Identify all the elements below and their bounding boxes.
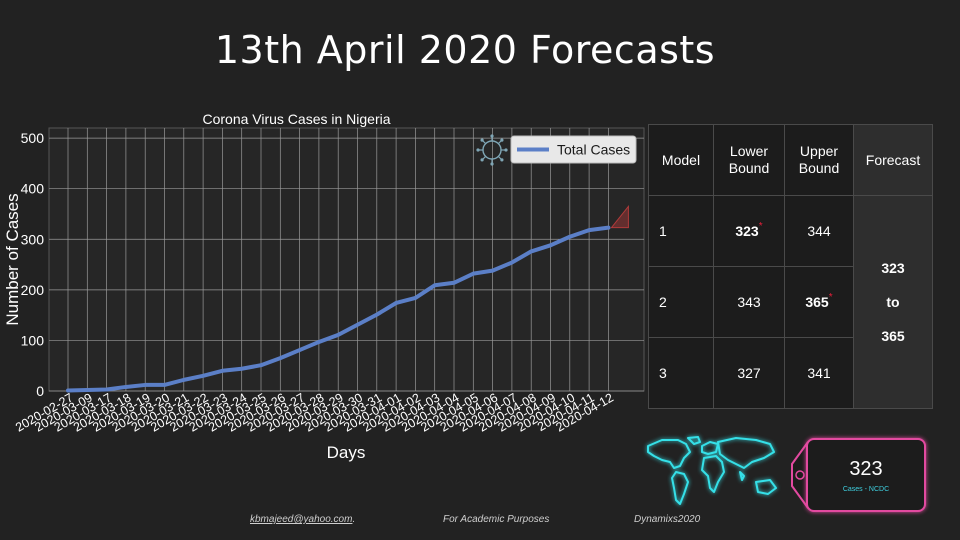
upper-bound-cell: 365* [784, 266, 854, 338]
upper-bound-cell: 341 [784, 337, 854, 409]
data-point [144, 384, 146, 386]
y-tick-label: 300 [21, 231, 45, 247]
data-point [240, 367, 243, 370]
lower-bound-cell: 327 [713, 337, 785, 409]
virus-spike-tip [490, 162, 494, 166]
legend-box [510, 135, 637, 164]
virus-spike-tip [490, 134, 494, 138]
data-point [530, 250, 532, 253]
footer-purpose: For Academic Purposes [443, 514, 550, 525]
header-model: Model [648, 124, 714, 196]
y-tick-label: 400 [21, 181, 45, 197]
virus-spike-tip [500, 138, 504, 142]
data-point [318, 341, 320, 343]
data-point [588, 229, 590, 231]
virus-spike-tip [500, 158, 504, 162]
virus-spike-tip [476, 148, 480, 152]
model-cell: 3 [648, 337, 714, 409]
header-lower-bound-text: Lower Bound [728, 143, 770, 176]
forecast-range-cell: 323 to 365 [853, 195, 933, 409]
data-point [86, 389, 89, 391]
data-point [279, 357, 282, 359]
email-suffix: . [352, 514, 356, 525]
data-point [221, 369, 224, 372]
data-point [260, 364, 262, 367]
world-map-icon [647, 436, 777, 505]
footer-email[interactable]: kbmajeed@yahoo.com. [250, 514, 355, 525]
data-point [67, 389, 69, 392]
forecast-low: 323 [881, 260, 905, 276]
y-tick-label: 200 [21, 282, 45, 298]
chart-title: Corona Virus Cases in Nigeria [202, 112, 390, 127]
plot-area [48, 127, 645, 392]
header-upper-bound-text: Upper Bound [798, 143, 840, 176]
virus-spike-tip [504, 148, 508, 152]
data-point [511, 261, 513, 264]
total-cases-tag: 323 Cases - NCDC [806, 438, 926, 512]
header-upper-bound: Upper Bound [784, 124, 854, 196]
virus-spike-tip [480, 138, 484, 142]
cases-line-chart: 01002003004005002020-02-272020-03-092020… [3, 112, 645, 462]
footer-brand: Dynamixs2020 [634, 514, 701, 525]
data-point [163, 384, 166, 386]
data-point [607, 226, 610, 229]
data-point [433, 284, 436, 287]
email-link[interactable]: kbmajeed@yahoo.com [250, 514, 353, 525]
forecast-cone [610, 204, 629, 229]
data-point [395, 302, 397, 304]
y-tick-label: 500 [21, 130, 45, 146]
data-point [376, 313, 378, 316]
header-lower-bound: Lower Bound [713, 124, 785, 196]
data-point [125, 386, 127, 388]
data-point [298, 349, 301, 351]
data-point [549, 244, 552, 247]
data-point [356, 323, 359, 326]
lower-bound-cell: 323* [713, 195, 785, 267]
upper-bound-value: 365 [805, 294, 829, 310]
data-point [453, 281, 455, 284]
highlight-star-icon: * [828, 292, 833, 303]
y-tick-label: 100 [21, 332, 45, 348]
table-row: 3 327 341 [648, 337, 933, 409]
table-header-row: Model Lower Bound Upper Bound Forecast [648, 124, 933, 196]
data-point [491, 269, 494, 272]
forecast-table: Model Lower Bound Upper Bound Forecast 1… [648, 124, 933, 409]
data-point [105, 388, 108, 391]
table-row: 2 343 365* [648, 266, 933, 338]
header-forecast: Forecast [853, 124, 933, 196]
data-point [337, 334, 340, 336]
table-row: 1 323* 344 323 to 365 [648, 195, 933, 409]
data-point [472, 272, 475, 275]
highlight-star-icon: * [758, 221, 763, 232]
x-axis-label: Days [327, 443, 366, 462]
tag-connector [791, 441, 809, 509]
data-point [569, 235, 571, 238]
data-point [414, 297, 417, 299]
tag-subtitle: Cases - NCDC [842, 486, 890, 493]
data-point [202, 375, 204, 377]
upper-bound-cell: 344 [784, 195, 854, 267]
legend-label: Total Cases [557, 142, 630, 158]
forecast-high: 365 [881, 328, 905, 344]
slide-title: 13th April 2020 Forecasts [214, 28, 716, 72]
model-cell: 2 [648, 266, 714, 338]
model-cell: 1 [648, 195, 714, 267]
y-tick-label: 0 [36, 383, 44, 399]
data-point [183, 379, 185, 381]
lower-bound-cell: 343 [713, 266, 785, 338]
lower-bound-value: 323 [735, 223, 759, 239]
forecast-to: to [886, 294, 900, 310]
virus-spike-tip [480, 158, 484, 162]
tag-value: 323 [849, 458, 883, 480]
y-axis-label: Number of Cases [3, 193, 22, 325]
